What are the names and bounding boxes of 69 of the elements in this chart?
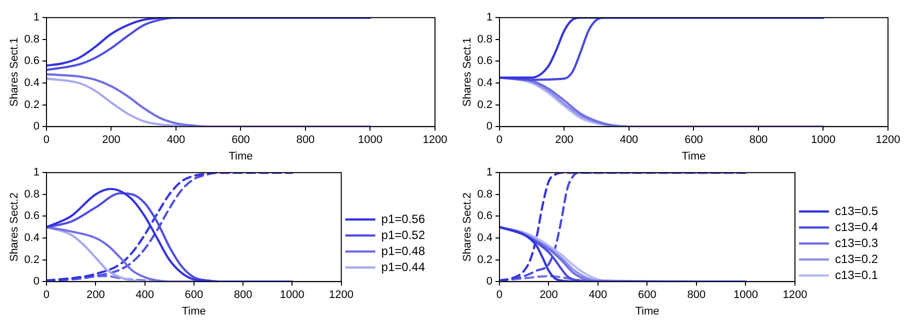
x-tick-label: 0 bbox=[43, 289, 50, 302]
x-tick-label: 1200 bbox=[782, 289, 808, 302]
x-tick-label: 200 bbox=[540, 289, 558, 302]
y-tick-label: 0.8 bbox=[477, 33, 492, 46]
y-tick-label: 0.2 bbox=[24, 254, 40, 266]
y-tick-label: 0.6 bbox=[477, 55, 492, 68]
y-axis-title: Shares Sect.1 bbox=[462, 38, 474, 107]
y-tick-label: 0.4 bbox=[477, 232, 492, 244]
y-tick-label: 0.8 bbox=[24, 188, 40, 200]
y-tick-label: 0.2 bbox=[477, 98, 492, 111]
x-axis-title: Time bbox=[635, 305, 660, 318]
x-tick-label: 200 bbox=[102, 134, 120, 146]
x-tick-label: 1000 bbox=[733, 289, 758, 302]
legend-label: p1=0.56 bbox=[381, 212, 426, 226]
legend-label: c13=0.5 bbox=[834, 204, 878, 218]
x-tick-label: 800 bbox=[687, 289, 706, 302]
x-tick-label: 800 bbox=[234, 289, 252, 302]
legend-label: p1=0.44 bbox=[381, 260, 426, 274]
x-tick-label: 600 bbox=[184, 289, 204, 302]
y-tick-label: 0.4 bbox=[477, 77, 492, 90]
x-axis-title: Time bbox=[228, 150, 253, 162]
legend-label: c13=0.2 bbox=[834, 252, 878, 266]
x-axis-title: Time bbox=[182, 305, 206, 318]
x-tick-label: 400 bbox=[588, 289, 608, 302]
x-tick-label: 400 bbox=[136, 289, 154, 302]
x-tick-label: 0 bbox=[496, 134, 503, 146]
x-tick-label: 800 bbox=[296, 134, 315, 146]
x-tick-label: 1000 bbox=[280, 289, 304, 302]
y-tick-label: 0.2 bbox=[24, 98, 40, 111]
x-tick-label: 600 bbox=[638, 289, 656, 302]
x-tick-label: 200 bbox=[555, 134, 574, 146]
y-tick-label: 0.6 bbox=[24, 55, 40, 68]
x-tick-label: 1200 bbox=[422, 134, 448, 146]
y-tick-label: 1 bbox=[486, 12, 492, 24]
x-tick-label: 0 bbox=[496, 289, 503, 302]
x-tick-label: 600 bbox=[232, 134, 250, 146]
y-tick-label: 0.8 bbox=[477, 188, 492, 200]
x-tick-label: 800 bbox=[749, 134, 768, 146]
y-axis-title: Shares Sect.1 bbox=[8, 38, 21, 107]
y-tick-label: 0 bbox=[486, 276, 492, 288]
x-tick-label: 400 bbox=[620, 134, 638, 146]
y-tick-label: 0.8 bbox=[24, 33, 40, 46]
x-tick-label: 400 bbox=[166, 134, 186, 146]
y-tick-label: 0 bbox=[33, 120, 40, 133]
legend-label: c13=0.4 bbox=[834, 220, 878, 234]
legend-label: c13=0.3 bbox=[834, 236, 878, 250]
x-tick-label: 1000 bbox=[811, 134, 836, 146]
x-tick-label: 600 bbox=[684, 134, 703, 146]
y-tick-label: 0.6 bbox=[24, 210, 40, 222]
y-tick-label: 1 bbox=[33, 166, 40, 179]
y-axis-title: Shares Sect.2 bbox=[8, 192, 21, 262]
y-axis-title: Shares Sect.2 bbox=[462, 192, 474, 262]
y-tick-label: 0.4 bbox=[24, 77, 40, 90]
legend-label: c13=0.1 bbox=[834, 268, 878, 282]
x-axis-title: Time bbox=[682, 150, 706, 162]
legend-label: p1=0.52 bbox=[381, 228, 426, 242]
x-tick-label: 1200 bbox=[876, 134, 900, 146]
y-tick-label: 0 bbox=[486, 120, 492, 133]
y-tick-label: 0.4 bbox=[24, 232, 40, 244]
y-tick-label: 0.6 bbox=[477, 210, 492, 222]
y-tick-label: 0 bbox=[33, 276, 40, 288]
legend-label: p1=0.48 bbox=[381, 244, 426, 258]
x-tick-label: 200 bbox=[86, 289, 105, 302]
x-tick-label: 0 bbox=[43, 134, 50, 146]
y-tick-label: 0.2 bbox=[477, 254, 492, 266]
y-tick-label: 1 bbox=[33, 12, 40, 24]
y-tick-label: 1 bbox=[486, 166, 492, 179]
x-tick-label: 1200 bbox=[329, 289, 354, 302]
x-tick-label: 1000 bbox=[358, 134, 382, 146]
